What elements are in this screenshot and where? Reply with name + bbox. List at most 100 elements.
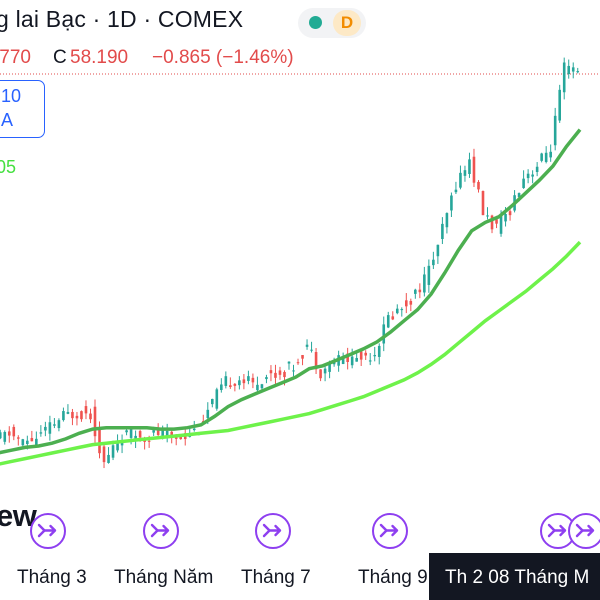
symbol-title[interactable]: g lai Bạc · 1D · COMEX	[0, 6, 244, 32]
indicator-value-1: 10	[1, 86, 22, 106]
candle-body	[418, 289, 422, 293]
candle-body	[66, 411, 70, 414]
dividend-event-6[interactable]	[568, 513, 600, 549]
candle-body	[346, 353, 349, 363]
candle-body	[188, 435, 192, 437]
candle-body	[405, 300, 408, 307]
candle-body	[287, 361, 291, 364]
dividend-event-1[interactable]	[30, 513, 66, 549]
candle-body	[274, 372, 277, 378]
candle-body	[323, 368, 327, 374]
candle-body	[305, 344, 309, 347]
candle-body	[116, 440, 119, 451]
candle-body	[495, 219, 498, 224]
candle-body	[319, 369, 322, 379]
candle-body	[386, 315, 390, 328]
candle-body	[553, 115, 557, 146]
candle-body	[161, 430, 164, 438]
candle-body	[211, 398, 214, 405]
candle-body	[481, 191, 485, 216]
close-value: 58.190	[70, 47, 129, 68]
close-key: C	[53, 47, 67, 68]
candle-body	[30, 437, 34, 442]
dividend-event-2[interactable]	[143, 513, 179, 549]
candle-body	[350, 356, 354, 366]
candle-body	[472, 156, 476, 183]
candle-body	[80, 411, 83, 420]
candle-body	[107, 454, 110, 463]
candle-body	[102, 446, 106, 463]
candle-body	[269, 370, 273, 374]
ma-slow-line	[0, 240, 582, 466]
candle-body	[463, 170, 467, 176]
dividend-arrow-icon	[37, 523, 57, 538]
candle-body	[233, 383, 237, 386]
candle-body	[75, 415, 79, 419]
ma-fast-line	[0, 128, 582, 455]
candle-body	[576, 71, 580, 73]
candle-body	[165, 430, 169, 437]
candle-body	[283, 371, 286, 378]
candle-body	[129, 426, 133, 438]
candle-body	[522, 178, 525, 189]
candle-body	[504, 213, 507, 222]
candle-body	[535, 166, 539, 172]
candle-body	[62, 411, 65, 421]
candle-body	[391, 316, 395, 320]
candle-body	[238, 380, 241, 386]
candle-body	[328, 361, 331, 372]
candle-body	[432, 259, 435, 266]
ma-value: 05	[0, 157, 17, 177]
indicator-legend-box[interactable]: 10 A	[0, 80, 45, 138]
crosshair-date-label: Th 2 08 Tháng M	[429, 553, 600, 600]
candle-body	[251, 377, 255, 383]
candle-body	[373, 355, 377, 357]
candle-body	[192, 428, 196, 431]
candle-body	[125, 430, 128, 433]
candle-body	[256, 384, 259, 391]
candle-body	[206, 409, 210, 419]
candle-body	[499, 215, 503, 234]
candle-body	[450, 195, 453, 211]
candle-body	[93, 406, 97, 437]
candle-body	[229, 385, 232, 388]
candle-body	[0, 432, 2, 439]
candle-body	[220, 384, 223, 391]
low-value: .770	[0, 47, 31, 68]
candle-body	[558, 89, 561, 121]
candle-body	[57, 420, 61, 429]
candle-body	[301, 355, 304, 359]
candle-body	[368, 360, 372, 362]
candle-body	[571, 67, 575, 72]
candle-body	[3, 432, 7, 442]
candle-body	[441, 223, 444, 240]
dividend-arrow-icon	[262, 523, 282, 538]
candle-body	[12, 426, 16, 437]
candle-body	[508, 211, 512, 216]
candles-group	[0, 57, 580, 469]
dividend-event-3[interactable]	[255, 513, 291, 549]
symbol-header: g lai Bạc · 1D · COMEX D	[0, 0, 600, 44]
candle-body	[445, 213, 449, 228]
candle-body	[292, 370, 295, 372]
candle-body	[120, 442, 124, 446]
candle-body	[423, 274, 426, 293]
candle-body	[544, 152, 548, 162]
candle-body	[98, 428, 101, 454]
candle-body	[260, 384, 264, 389]
candle-body	[355, 357, 358, 362]
candle-body	[296, 362, 300, 364]
indicator-value-2: A	[1, 110, 14, 130]
dividend-event-4[interactable]	[372, 513, 408, 549]
candle-body	[17, 437, 20, 439]
candle-body	[53, 424, 56, 426]
candle-body	[170, 431, 173, 438]
candle-body	[224, 376, 228, 386]
timeframe-badge[interactable]: D	[333, 10, 361, 36]
dividend-arrow-icon	[150, 523, 170, 538]
candle-body	[242, 379, 246, 384]
candle-body	[89, 413, 92, 420]
candle-body	[567, 65, 571, 75]
candle-body	[427, 265, 431, 285]
